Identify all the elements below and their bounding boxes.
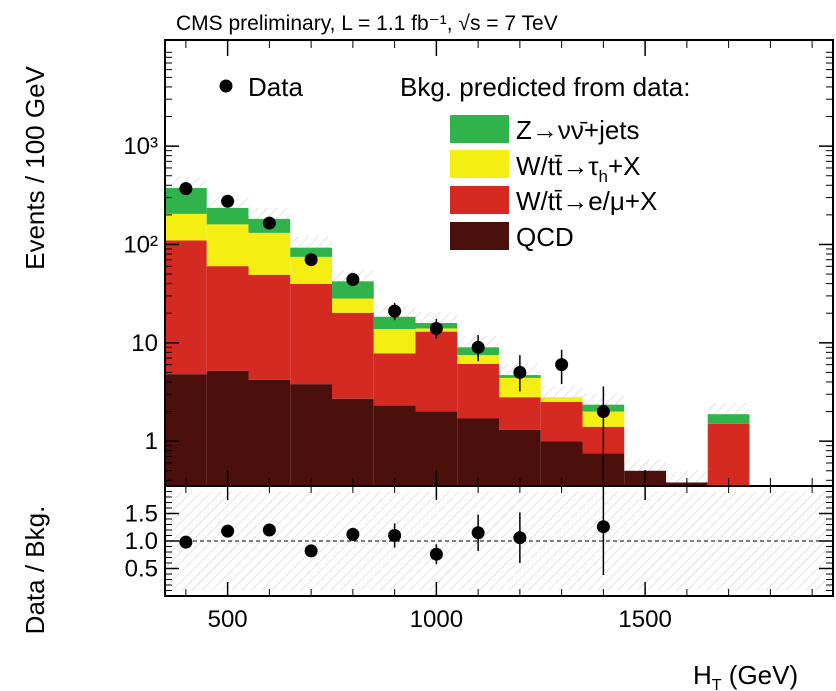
stack-bar <box>415 331 458 412</box>
ratio-y-tick-label: 0.5 <box>125 556 158 583</box>
stack-bar <box>206 224 249 267</box>
stack-bar <box>290 384 332 486</box>
legend-label-znunu: Z→νν̄+jets <box>516 115 640 145</box>
ratio-point <box>262 523 276 537</box>
ratio-points <box>179 486 610 576</box>
ratio-point <box>429 547 443 561</box>
data-point <box>555 358 569 372</box>
stack-bar <box>206 207 249 225</box>
ratio-point <box>388 529 402 542</box>
x-axis-ticks: 500 1000 1500 <box>185 40 813 633</box>
stack-bar <box>373 353 416 406</box>
y-tick-label: 10² <box>123 231 158 258</box>
stack-bar <box>373 329 416 354</box>
legend-label-tau-sub: h <box>598 167 607 186</box>
legend-data-label: Data <box>248 72 303 102</box>
legend-label-tau-tail: +X <box>608 151 641 181</box>
ratio-y-axis-label: Data / Bkg. <box>20 506 50 635</box>
ratio-axis-ticks: 0.51.01.5 <box>125 491 833 591</box>
legend-label-lepton: W/tt̄→e/μ+X <box>516 186 657 216</box>
stack-bar <box>332 312 374 399</box>
data-point <box>346 273 360 287</box>
stack-bar <box>540 397 583 403</box>
legend: Data Bkg. predicted from data: Z→νν̄+jet… <box>219 72 690 252</box>
data-point <box>513 365 527 379</box>
stack-bar <box>165 374 207 486</box>
stack-bar <box>373 316 416 330</box>
x-tick-label: 1000 <box>410 606 463 633</box>
stack-bar <box>457 418 499 486</box>
stack-bar <box>373 405 416 486</box>
stack-bar <box>206 370 249 486</box>
data-point <box>596 405 610 419</box>
stack-bar <box>540 402 583 442</box>
legend-swatch-qcd <box>450 222 509 250</box>
main-panel: 1 10 10² 10³ Events / 100 GeV <box>20 39 834 487</box>
ratio-point <box>304 544 318 558</box>
data-point <box>304 253 318 267</box>
legend-swatch-lepton <box>450 186 509 214</box>
stack-bar <box>457 363 499 419</box>
stack-bar <box>332 398 374 486</box>
stack-bar <box>332 298 374 313</box>
stack-bar <box>248 379 291 486</box>
stack-bar <box>499 429 541 486</box>
y-tick-label: 10³ <box>123 133 158 160</box>
legend-data-marker <box>219 79 233 93</box>
stack-bar <box>290 247 332 257</box>
ratio-point <box>513 531 527 545</box>
ratio-y-tick-label: 1.0 <box>125 528 158 555</box>
stack-bar <box>248 232 291 275</box>
stack-bar <box>248 274 291 380</box>
stack-bar <box>165 213 207 241</box>
stack-bar <box>290 283 332 385</box>
stack-bar <box>206 266 249 371</box>
ratio-point <box>179 535 193 549</box>
stack-bar <box>165 240 207 375</box>
stack-bar <box>332 281 374 299</box>
y-axis-label: Events / 100 GeV <box>20 65 50 269</box>
data-point <box>429 321 443 335</box>
x-tick-label: 1500 <box>618 606 671 633</box>
ratio-point <box>221 524 235 538</box>
x-tick-label: 500 <box>208 606 248 633</box>
background-stack <box>165 188 750 486</box>
data-point <box>221 194 235 208</box>
stack-bar <box>499 397 541 430</box>
data-point <box>388 304 402 318</box>
ratio-point <box>471 526 485 540</box>
legend-header: Bkg. predicted from data: <box>400 72 690 102</box>
data-points <box>179 182 610 481</box>
ratio-y-tick-label: 1.5 <box>125 501 158 528</box>
ratio-point <box>596 520 610 534</box>
ratio-panel: 0.51.01.5 Data / Bkg. <box>20 485 834 635</box>
data-point <box>179 182 193 196</box>
ratio-point <box>346 527 360 541</box>
data-point <box>471 340 485 354</box>
chart-title: CMS preliminary, L = 1.1 fb⁻¹, √s = 7 Te… <box>176 12 558 35</box>
stack-bar <box>707 423 750 486</box>
y-tick-label: 10 <box>131 330 158 357</box>
y-tick-label: 1 <box>145 428 158 455</box>
x-axis-label: HT (GeV) <box>693 660 798 691</box>
main-axis-ticks: 1 10 10² 10³ <box>123 51 833 481</box>
legend-label-qcd: QCD <box>516 222 574 252</box>
data-point <box>262 216 276 230</box>
legend-swatch-znunu <box>450 115 509 143</box>
legend-swatch-tau <box>450 150 509 178</box>
legend-label-tau: W/tt̄→τh+X <box>516 151 640 186</box>
legend-label-tau-main: W/tt̄→τ <box>516 151 599 181</box>
stack-bar <box>707 414 750 424</box>
